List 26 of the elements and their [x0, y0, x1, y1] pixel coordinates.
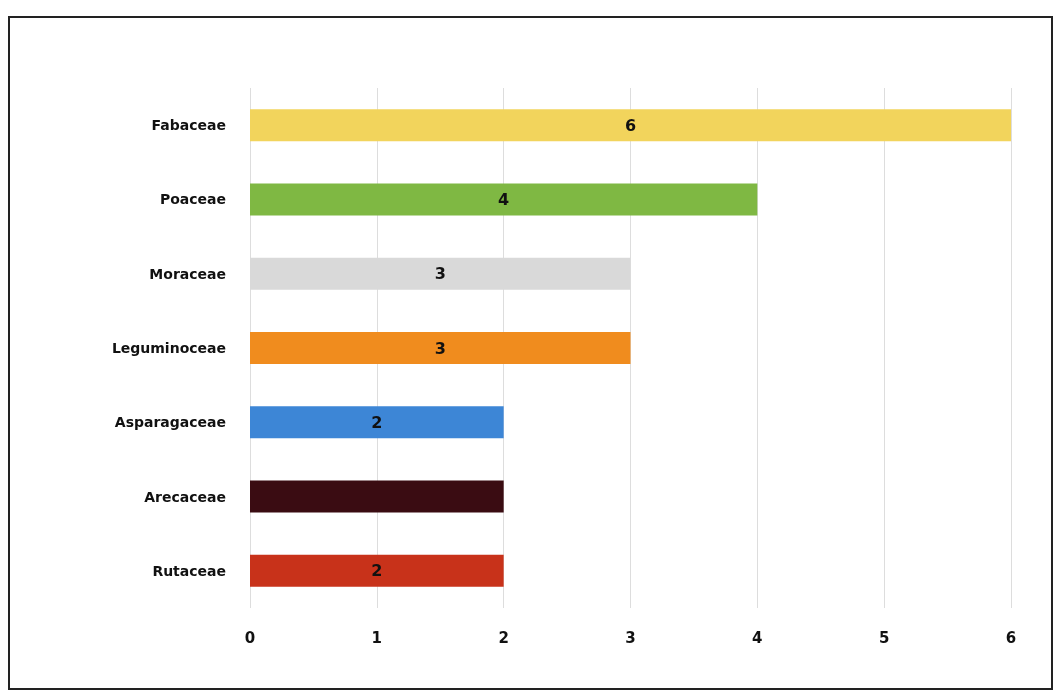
data-label: 6: [624, 115, 637, 135]
y-tick-label: Arecaceae: [144, 488, 226, 505]
bar: [250, 406, 504, 439]
y-tick-label: Fabaceae: [151, 117, 226, 134]
x-tick-label: 1: [371, 628, 383, 647]
y-tick-label: Asparagaceae: [114, 414, 226, 431]
x-tick-label: 0: [244, 628, 256, 647]
data-label: 2: [371, 412, 383, 432]
y-tick-label: Rutaceae: [152, 562, 226, 579]
y-tick-label: Poaceae: [159, 191, 226, 208]
data-label: 3: [434, 338, 446, 358]
x-tick-label: 2: [498, 628, 509, 647]
data-label: 2: [371, 561, 383, 581]
x-tick-label: 3: [625, 628, 636, 647]
data-label: 3: [434, 264, 446, 284]
y-tick-label: Moraceae: [149, 265, 226, 282]
x-tick-label: 4: [752, 628, 763, 647]
bar: [250, 480, 504, 513]
bar: [250, 554, 504, 587]
y-tick-label: Leguminoceae: [111, 340, 226, 356]
bar: [250, 183, 758, 216]
bar: [250, 109, 1011, 142]
x-tick-label: 5: [878, 628, 890, 647]
x-tick-label: 6: [1005, 628, 1017, 647]
bar: [250, 332, 631, 364]
data-label: 4: [498, 189, 510, 209]
